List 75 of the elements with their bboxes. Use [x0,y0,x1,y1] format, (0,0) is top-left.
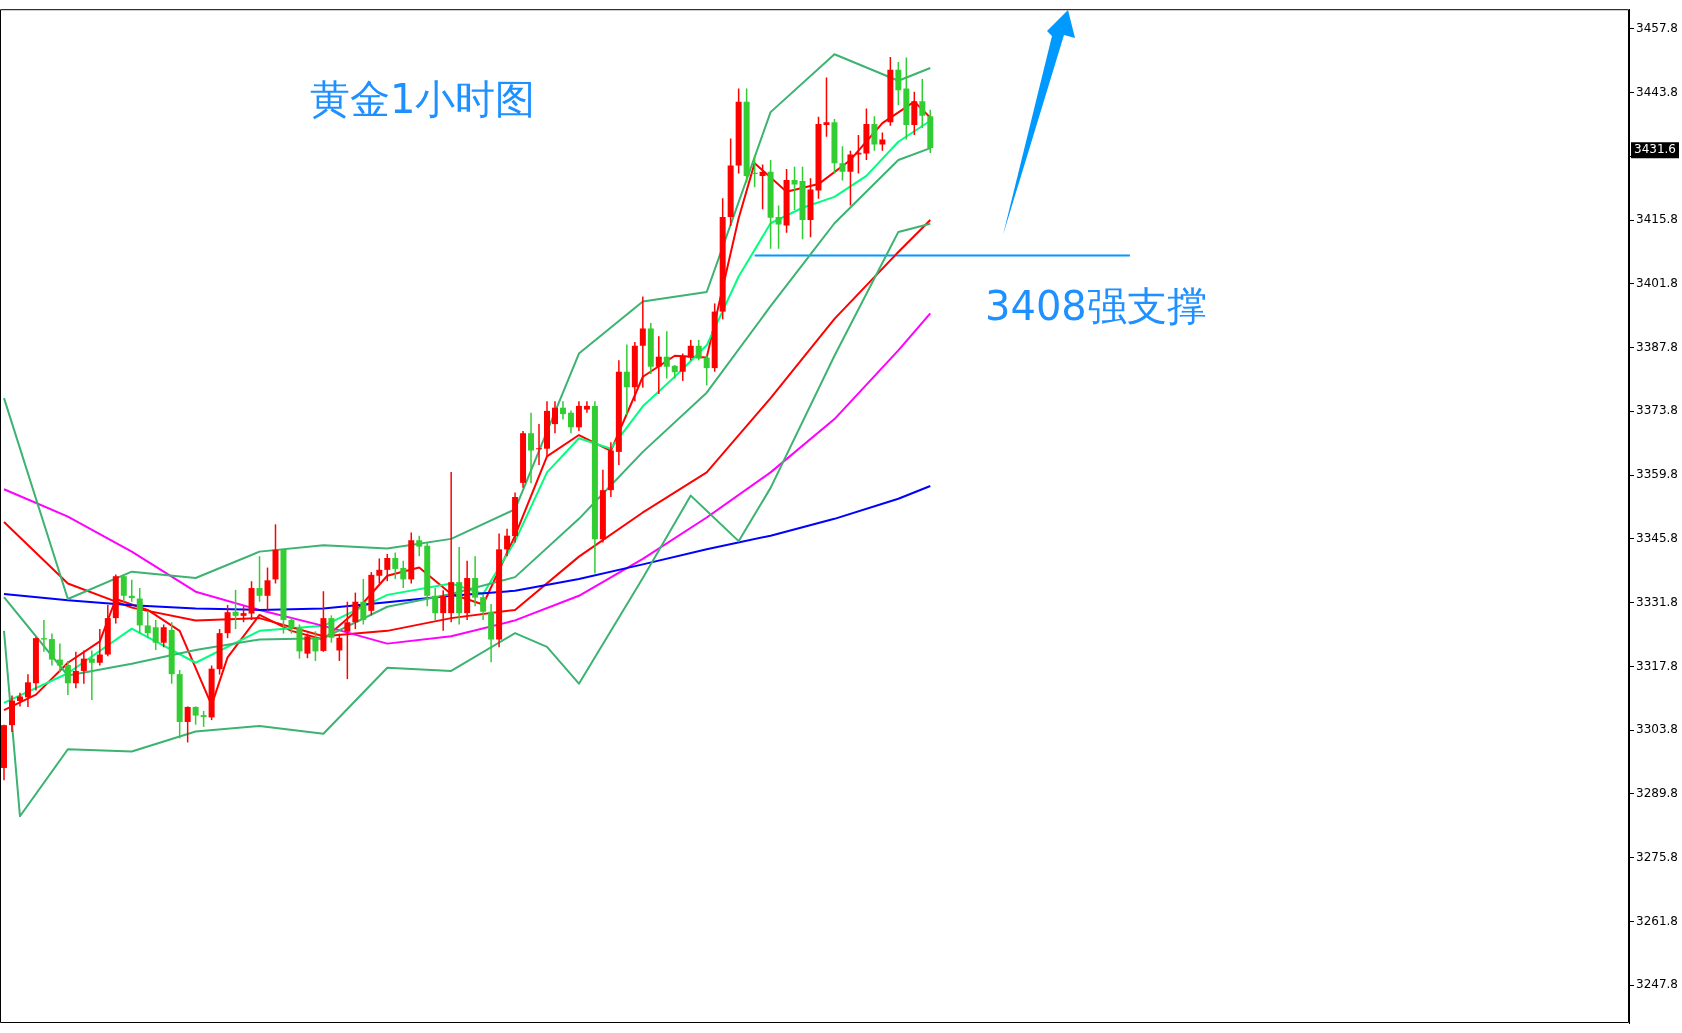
y-tick-label: 3331.8 [1636,594,1679,609]
candlestick [360,578,367,626]
candlestick [376,557,383,585]
candlestick [312,630,319,662]
y-tick-label: 3443.8 [1636,84,1679,99]
candlestick [120,573,127,603]
candlestick [64,660,71,696]
candlestick [192,705,199,726]
candlestick [152,619,159,651]
candlestick [655,335,662,395]
y-tick-label: 3373.8 [1636,403,1679,418]
candlestick [352,591,359,630]
candlestick [775,204,782,250]
candlestick [879,131,886,152]
candlestick [72,651,79,690]
y-tick-label: 3317.8 [1636,658,1679,673]
candlestick [583,400,590,414]
y-tick-label: 3415.8 [1636,212,1679,227]
text: 黄金1小时图 [310,75,536,122]
y-tick-label: 3289.8 [1636,786,1679,801]
candlestick [895,61,902,107]
candlestick [536,423,543,466]
candlestick [48,632,55,667]
candlestick [559,400,566,421]
y-tick-label: 3345.8 [1636,531,1679,545]
candlestick [400,559,407,589]
candlestick [623,343,630,416]
candlestick [96,628,103,667]
y-tick-label: 3247.8 [1636,977,1679,992]
candlestick [416,534,423,557]
candlestick [40,619,47,653]
candlestick [847,150,854,207]
candlestick [759,163,766,210]
candlestick [695,339,702,362]
candlestick [88,649,95,701]
y-tick-label: 3359.8 [1636,467,1679,482]
candlestick [256,555,263,603]
candlestick [24,673,31,708]
candlestick [264,566,271,612]
candlestick [679,352,686,382]
candlestick [232,589,239,630]
candlestick [528,411,535,485]
candlestick [871,115,878,152]
y-tick-label: 3261.8 [1636,913,1679,928]
candlestick [919,78,926,129]
y-tick-label: 3387.8 [1636,339,1679,354]
candlestick [384,553,391,582]
text: 3431.6 [1634,142,1677,157]
candlestick [392,551,399,580]
candlestick [687,339,694,362]
candlestick [184,705,191,744]
candlestick [703,355,710,387]
candlestick [440,589,447,632]
candlestick [432,587,439,621]
candlestick [144,610,151,639]
candlestick [823,76,830,138]
candlestick [480,594,487,621]
y-tick-label: 3401.8 [1636,275,1679,290]
candlestick [551,400,558,434]
candlestick [639,295,646,389]
candlestick [575,400,582,432]
candlestick [567,409,574,434]
y-tick-label: 3303.8 [1636,722,1679,737]
annotation: 3408强支撑 [985,282,1207,329]
candlestick [80,649,87,685]
candlestick [504,528,511,557]
candlestick [791,166,798,211]
candlestick [296,623,303,660]
y-tick-label: 3457.8 [1636,20,1679,35]
y-tick-label: 3275.8 [1636,849,1679,864]
candlestick [663,330,670,380]
candlestick [839,145,846,182]
candlestick [328,614,335,644]
candlestick [160,623,167,649]
candlestick [472,555,479,608]
